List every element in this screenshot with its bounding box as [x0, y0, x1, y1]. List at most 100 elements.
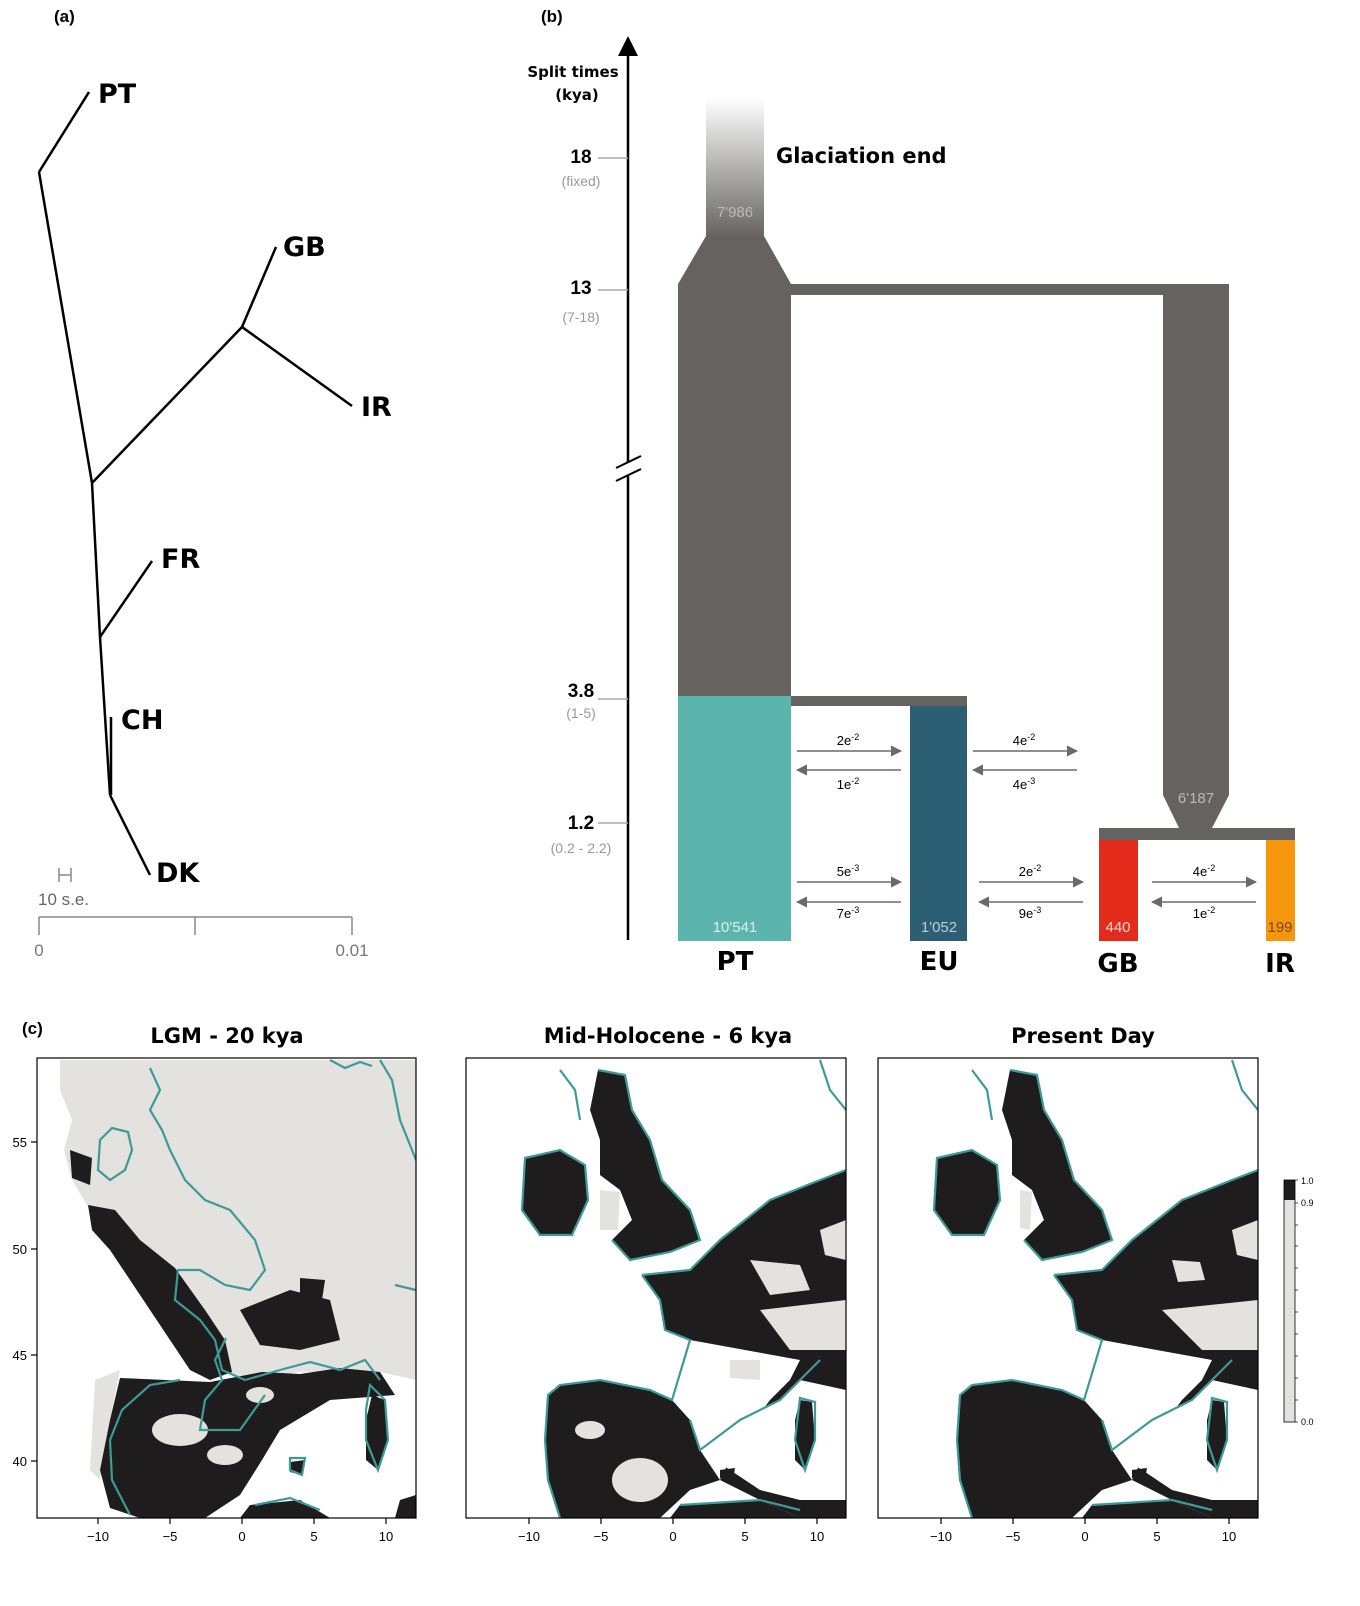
- pop-label-ir: IR: [1265, 949, 1295, 979]
- scale-min-label: 0: [34, 941, 43, 960]
- map-frame-lgm: [36, 1057, 417, 1519]
- mig-label-pt-eu-bottom-rev: 7e-3: [837, 905, 859, 921]
- mh-coastline: [520, 1059, 846, 1518]
- panel-c-label: (c): [22, 1019, 43, 1038]
- tick-range-13: (7-18): [562, 309, 599, 325]
- tip-label-gb: GB: [283, 232, 326, 263]
- branch-trunk-upper: [37, 171, 94, 484]
- lon-label-m1-0: 0: [238, 1529, 245, 1544]
- panel-b-label: (b): [541, 7, 563, 26]
- mh-great-britain: [590, 1070, 700, 1260]
- pd-ireland: [934, 1150, 1000, 1235]
- pop-label-gb: GB: [1097, 949, 1138, 979]
- colorbar-bottom-label: 0.0: [1301, 1417, 1314, 1427]
- tip-label-ch: CH: [121, 705, 163, 736]
- gb-ir-ancestor-size: 6'187: [1178, 790, 1214, 807]
- map-title-present: Present Day: [1011, 1024, 1155, 1048]
- map-title-midholocene: Mid-Holocene - 6 kya: [544, 1024, 792, 1048]
- branch-gb-ir-stem: [91, 326, 243, 484]
- lon-label-m1-10: 10: [379, 1529, 393, 1544]
- lgm-coastline: [96, 1059, 416, 1516]
- tick-range-3-8: (1-5): [566, 705, 596, 721]
- lat-label-55: 55: [13, 1135, 27, 1150]
- mig-label-eu-gb-fwd: 2e-2: [1019, 863, 1041, 879]
- glaciation-label: Glaciation end: [776, 144, 947, 168]
- lgm-iberia: [100, 1368, 395, 1518]
- map-frame-present: [877, 1057, 1259, 1519]
- mig-label-pt-eu-top-rev: 1e-2: [837, 776, 859, 792]
- lon-label-m3-5: 5: [1153, 1529, 1160, 1544]
- tip-label-fr: FR: [161, 544, 200, 575]
- lat-label-40: 40: [13, 1454, 27, 1469]
- mig-label-gb-ir-fwd: 4e-2: [1193, 863, 1215, 879]
- lon-label-m3-0: 0: [1081, 1529, 1088, 1544]
- split-bar-13kya: [791, 284, 1229, 295]
- pop-size-gb: 440: [1105, 919, 1130, 936]
- mig-label-eu-gb-rev: 9e-3: [1019, 905, 1041, 921]
- panel-a: (a) PT GB IR FR CH DK 10 s.e.: [34, 7, 392, 960]
- split-bar-3-8kya: [791, 696, 967, 706]
- se-bar-label: 10 s.e.: [38, 890, 89, 909]
- lon-label-m1-5: 5: [310, 1529, 317, 1544]
- branch-ir: [241, 325, 353, 408]
- panel-b: (b) Split times (kya) 18 (fixed) 13 (7-1…: [527, 7, 1295, 979]
- tree: [37, 91, 353, 876]
- scale-max-label: 0.01: [335, 941, 368, 960]
- lat-ticks: [31, 1141, 37, 1462]
- colorbar-mid-label: 0.9: [1301, 1198, 1314, 1208]
- pd-coastline: [932, 1059, 1258, 1518]
- pop-size-ir: 199: [1267, 919, 1292, 936]
- gb-ir-ancestor: [1163, 284, 1229, 828]
- tick-value-3-8: 3.8: [568, 681, 594, 702]
- pop-bar-ir: [1266, 840, 1295, 941]
- ancestral-size: 7'986: [717, 204, 753, 221]
- scale-axis: [38, 916, 353, 935]
- split-bar-1-2kya: [1099, 828, 1295, 840]
- pop-bar-eu: [910, 706, 967, 941]
- ancestral-trunk: [678, 236, 791, 696]
- tip-label-pt: PT: [98, 79, 137, 110]
- map-frame-midholocene: [465, 1057, 847, 1519]
- panel-c: (c) LGM - 20 kya Mid-Holocene - 6 kya Pr…: [13, 1019, 1314, 1544]
- pop-bar-gb: [1099, 840, 1138, 941]
- lon-label-m2-0: 0: [669, 1529, 676, 1544]
- pop-bar-pt: [678, 696, 791, 941]
- map-lgm: [36, 1057, 417, 1519]
- mig-label-pt-eu-top-fwd: 2e-2: [837, 732, 859, 748]
- axis-title-line2: (kya): [555, 86, 599, 104]
- tick-value-18: 18: [570, 147, 591, 168]
- axis-title-line1: Split times: [527, 63, 618, 81]
- tick-value-13: 13: [570, 278, 591, 299]
- axis-break: [615, 455, 642, 482]
- map-title-lgm: LGM - 20 kya: [150, 1024, 303, 1048]
- ancestral-fade: [706, 98, 764, 238]
- axis-ticks: [598, 157, 628, 824]
- lat-label-50: 50: [13, 1242, 27, 1257]
- mig-label-gb-ir-rev: 1e-2: [1193, 905, 1215, 921]
- lon-label-m1-neg5: −5: [163, 1529, 178, 1544]
- lon-label-m3-10: 10: [1222, 1529, 1236, 1544]
- tip-label-dk: DK: [156, 858, 200, 889]
- migration-arrows: [795, 745, 1258, 908]
- panel-a-label: (a): [54, 7, 75, 26]
- lon-label-m2-neg5: −5: [594, 1529, 609, 1544]
- pd-great-britain: [1002, 1070, 1112, 1260]
- lon-label-m2-neg10: −10: [518, 1529, 540, 1544]
- se-bar: [58, 868, 72, 882]
- branch-fr: [98, 560, 154, 638]
- tip-label-ir: IR: [361, 392, 392, 423]
- pop-label-pt: PT: [717, 947, 754, 977]
- mig-label-eu-right-top-fwd: 4e-2: [1013, 732, 1035, 748]
- mig-label-pt-eu-bottom-fwd: 5e-3: [837, 863, 859, 879]
- map-midholocene: [465, 1057, 847, 1519]
- lgm-coastal-refugium: [88, 1205, 232, 1380]
- tick-value-1-2: 1.2: [568, 813, 594, 834]
- tick-range-18: (fixed): [562, 173, 601, 189]
- branch-trunk-lower: [98, 636, 112, 796]
- mh-ireland: [522, 1150, 588, 1235]
- lon-label-m2-10: 10: [810, 1529, 824, 1544]
- lon-label-m2-5: 5: [741, 1529, 748, 1544]
- colorbar: 1.0 0.9 0.0: [1283, 1176, 1314, 1427]
- branch-gb: [240, 246, 278, 328]
